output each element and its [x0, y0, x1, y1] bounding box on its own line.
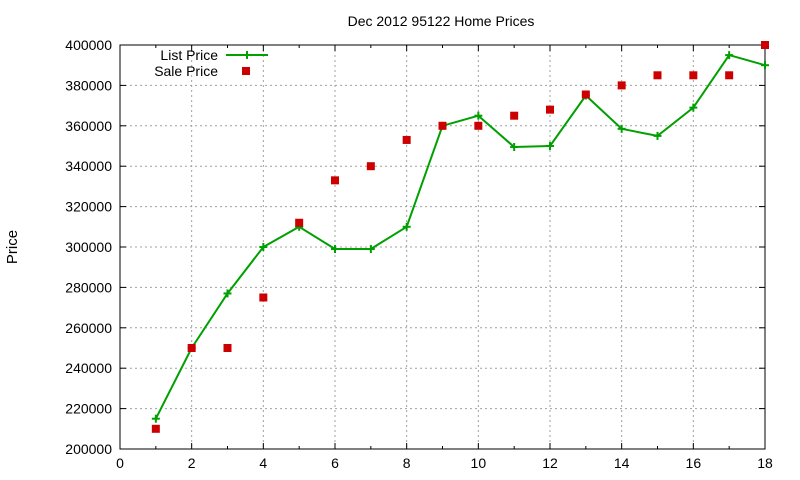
- sale-price-point: [223, 344, 232, 352]
- y-tick-label: 340000: [65, 158, 112, 174]
- list-price-point: [617, 124, 626, 133]
- x-tick-label: 0: [116, 455, 124, 471]
- list-price-point: [151, 414, 160, 423]
- x-tick-label: 18: [757, 455, 773, 471]
- sale-price-point: [402, 135, 411, 144]
- sale-price-point: [438, 121, 447, 130]
- y-tick-label: 240000: [65, 360, 112, 376]
- series: [151, 41, 769, 433]
- sale-price-point: [761, 41, 769, 49]
- sale-price-point: [474, 121, 483, 130]
- legend-label-list-price: List Price: [160, 47, 218, 63]
- sale-price-point: [546, 105, 554, 114]
- sale-price-point: [295, 218, 304, 227]
- sale-price-point: [653, 71, 662, 80]
- list-price-point: [546, 142, 554, 150]
- sale-price-point: [259, 293, 268, 302]
- y-tick-label: 400000: [65, 37, 112, 53]
- list-price-point: [653, 131, 662, 140]
- list-price-point: [331, 245, 339, 254]
- y-tick-label: 360000: [65, 118, 112, 134]
- x-tick-label: 10: [471, 455, 487, 471]
- list-price-point: [761, 61, 769, 70]
- sale-price-point: [187, 344, 196, 352]
- sale-price-point: [725, 71, 734, 80]
- list-price-point: [510, 143, 519, 152]
- sale-price-point: [510, 111, 519, 120]
- legend-marker-list-price: [243, 51, 251, 59]
- x-tick-label: 6: [331, 455, 339, 471]
- x-tick-label: 14: [614, 455, 630, 471]
- legend-label-sale-price: Sale Price: [154, 63, 218, 79]
- list-price-point: [259, 243, 268, 251]
- list-price-line: [154, 54, 766, 420]
- sale-price-point: [617, 81, 626, 90]
- y-tick-label: 280000: [65, 279, 112, 295]
- sale-price-point: [366, 162, 375, 171]
- sale-price-point: [689, 71, 698, 80]
- y-tick-label: 380000: [65, 77, 112, 93]
- x-tick-label: 4: [259, 455, 267, 471]
- x-tick-label: 16: [686, 455, 702, 471]
- x-tick-label: 8: [403, 455, 411, 471]
- axis-ticks: 200000 220000 240000 260000 280000 300000 3200…: [65, 37, 773, 471]
- sale-price-point: [331, 176, 339, 185]
- y-axis-label: Price: [4, 230, 21, 264]
- sale-price-point: [151, 424, 160, 433]
- list-price-point: [402, 222, 411, 231]
- y-tick-label: 320000: [65, 199, 112, 215]
- y-tick-label: 260000: [65, 320, 112, 336]
- list-price-point: [223, 289, 232, 298]
- list-price-point: [366, 245, 375, 254]
- grid: [120, 45, 765, 449]
- legend-marker-sale-price: [242, 67, 250, 75]
- y-tick-label: 200000: [65, 441, 112, 457]
- x-tick-label: 12: [542, 455, 558, 471]
- chart-title: Dec 2012 95122 Home Prices: [348, 13, 535, 29]
- y-tick-label: 220000: [65, 401, 112, 417]
- list-price-point: [474, 111, 483, 120]
- list-price-point: [689, 103, 698, 112]
- x-tick-label: 2: [188, 455, 196, 471]
- y-tick-label: 300000: [65, 239, 112, 255]
- sale-price-point: [581, 90, 590, 99]
- list-price-point: [725, 51, 734, 60]
